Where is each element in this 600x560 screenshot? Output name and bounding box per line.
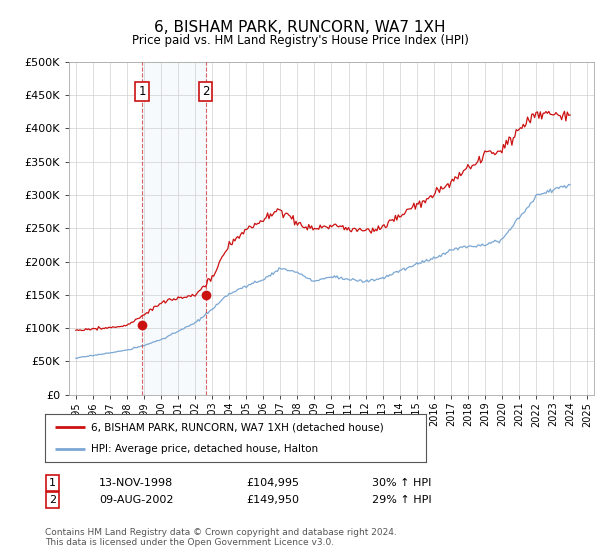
Text: 1: 1 [49,478,56,488]
Text: 6, BISHAM PARK, RUNCORN, WA7 1XH (detached house): 6, BISHAM PARK, RUNCORN, WA7 1XH (detach… [91,422,383,432]
Text: HPI: Average price, detached house, Halton: HPI: Average price, detached house, Halt… [91,444,318,454]
Text: 29% ↑ HPI: 29% ↑ HPI [372,495,431,505]
Text: 6, BISHAM PARK, RUNCORN, WA7 1XH: 6, BISHAM PARK, RUNCORN, WA7 1XH [154,20,446,35]
Text: 2: 2 [49,495,56,505]
Text: £149,950: £149,950 [246,495,299,505]
Bar [142,62,206,395]
Text: 30% ↑ HPI: 30% ↑ HPI [372,478,431,488]
Text: 1: 1 [138,85,146,98]
Text: £104,995: £104,995 [246,478,299,488]
Text: Price paid vs. HM Land Registry's House Price Index (HPI): Price paid vs. HM Land Registry's House … [131,34,469,46]
Text: 2: 2 [202,85,209,98]
Text: Contains HM Land Registry data © Crown copyright and database right 2024.
This d: Contains HM Land Registry data © Crown c… [45,528,397,548]
Text: 13-NOV-1998: 13-NOV-1998 [99,478,173,488]
Text: 09-AUG-2002: 09-AUG-2002 [99,495,173,505]
